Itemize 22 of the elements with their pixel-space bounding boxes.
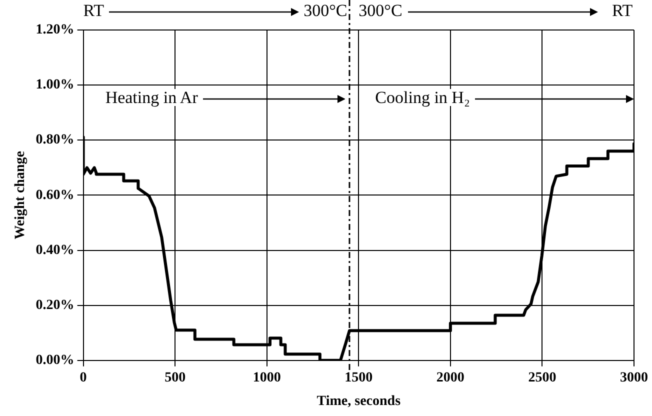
text: RT [612,1,633,20]
x-tick-label: 2500 [528,370,556,386]
y-tick-label: 1.00% [36,78,74,93]
y-tick-label: 0.40% [36,242,74,258]
x-tick-label: 1000 [252,370,281,386]
text: 300°C [358,1,402,20]
text: RT [83,1,104,20]
x-tick-label: 3000 [620,370,648,386]
y-tick-label: 0.20% [36,298,74,313]
y-tick-label: 0.80% [36,132,74,148]
x-tick-label: 0 [80,370,87,386]
x-tick-label: 2000 [436,370,464,386]
y-tick-label: 1.20% [36,22,74,38]
annotation: Cooling in H₂ [375,88,470,108]
x-tick-label: 500 [164,370,186,386]
text: 300°C [304,1,348,20]
x-axis-title: Time, seconds [316,394,402,410]
y-tick-label: 0.00% [36,353,74,368]
y-axis-title: Weight change [13,151,28,240]
y-tick-label: 0.60% [36,188,74,203]
x-tick-label: 1500 [344,370,373,386]
annotation: Heating in Ar [105,88,198,108]
